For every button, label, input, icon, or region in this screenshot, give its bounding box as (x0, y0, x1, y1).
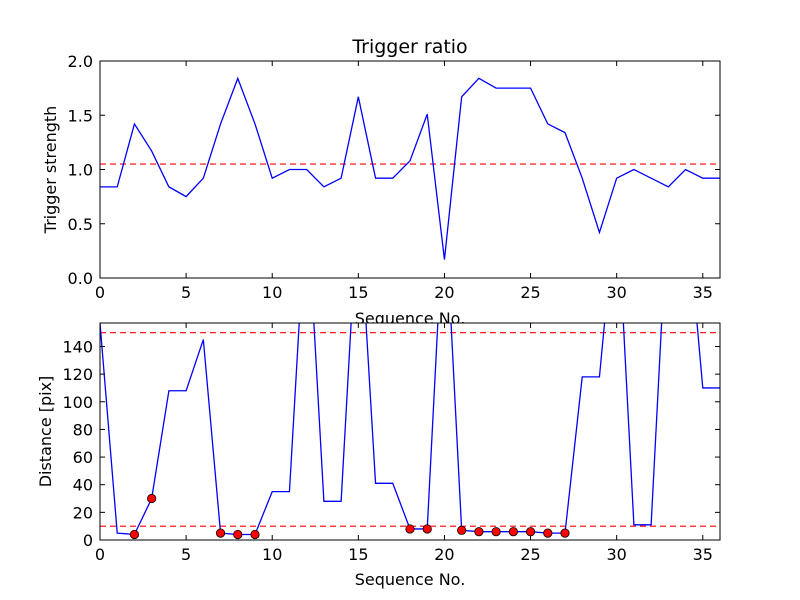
distance-axes: 0 5 10 15 20 25 30 35 0 20 40 60 80 100 120 140 (62, 323, 720, 564)
series-line (100, 76, 720, 260)
data-point (474, 527, 484, 537)
y-tick-label: 40 (73, 476, 93, 495)
x-tick-label: 30 (606, 283, 626, 302)
y-tick-label: 140 (62, 337, 93, 356)
x-tick-label: 20 (434, 283, 454, 302)
y-axis-label: Distance [pix] (36, 376, 55, 488)
y-tick-label: 100 (62, 393, 93, 412)
y-tick-label: 60 (73, 448, 93, 467)
data-point (525, 527, 536, 537)
y-tick-label: 0.5 (68, 215, 93, 234)
y-tick-label: 20 (73, 503, 93, 522)
y-tick-label: 1.0 (68, 161, 93, 180)
trigger-ratio-axes: 0 5 10 15 20 25 30 35 0.0 0.5 1.0 1.5 2.0 (68, 52, 720, 302)
data-point (457, 525, 467, 535)
y-tick-label: 0 (83, 531, 93, 550)
data-point (491, 527, 501, 537)
y-tick-label: 80 (73, 420, 93, 439)
chart-title: Trigger ratio (351, 36, 467, 58)
data-point (147, 493, 157, 504)
x-tick-label: 35 (693, 545, 713, 564)
trigger-ratio-plot-area (100, 61, 720, 278)
distance-plot: 0 5 10 15 20 25 30 35 0 20 40 60 80 100 120 140 Sequenc… (36, 322, 721, 589)
x-tick-label: 35 (693, 283, 713, 302)
x-tick-label: 15 (348, 545, 368, 564)
data-point (543, 528, 553, 538)
data-point (405, 524, 415, 534)
y-axis-label: Trigger strength (41, 106, 60, 235)
data-point (215, 528, 226, 538)
x-tick-label: 25 (520, 545, 540, 564)
data-point (250, 529, 260, 540)
distance-plot-area (100, 323, 720, 540)
x-tick-label: 10 (262, 283, 282, 302)
y-tick-label: 1.5 (68, 106, 93, 125)
x-tick-label: 5 (181, 545, 191, 564)
x-tick-label: 5 (181, 283, 191, 302)
y-tick-label: 2.0 (68, 52, 93, 71)
data-point (560, 528, 570, 538)
y-tick-label: 0.0 (68, 269, 93, 288)
x-tick-label: 15 (348, 283, 368, 302)
x-tick-label: 30 (606, 545, 626, 564)
trigger-ratio-plot: 0 5 10 15 20 25 30 35 0.0 0.5 1.0 1.5 2.0 Trigger ra… (41, 36, 721, 328)
x-axis-label: Sequence No. (355, 570, 466, 589)
data-point (129, 529, 140, 540)
x-tick-label: 10 (262, 545, 282, 564)
distance-plot-border (99, 322, 721, 541)
x-tick-label: 20 (434, 545, 454, 564)
data-point (508, 527, 518, 537)
x-tick-label: 25 (520, 283, 540, 302)
y-tick-label: 120 (62, 365, 93, 384)
data-point (422, 524, 432, 534)
x-tick-label: 0 (95, 283, 105, 302)
x-tick-label: 0 (95, 545, 105, 564)
data-point (233, 529, 243, 540)
